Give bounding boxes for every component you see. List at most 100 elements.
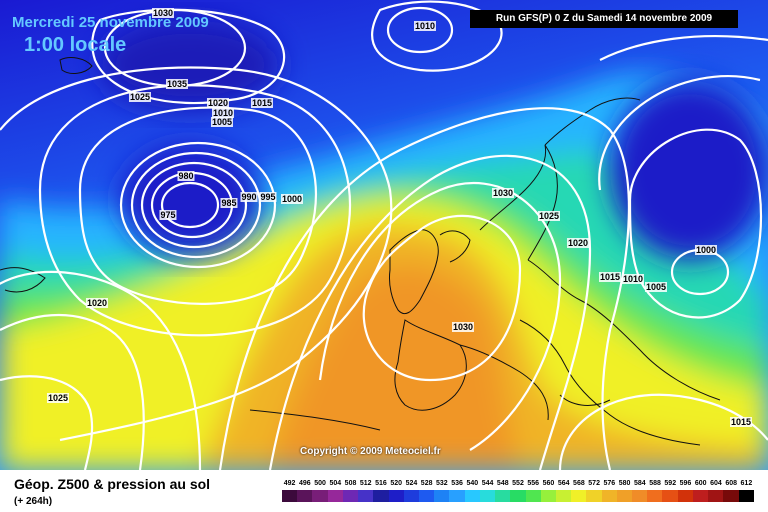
isobar-label: 980	[177, 171, 195, 181]
scale-value-label: 528	[420, 480, 433, 487]
scale-color-swatch	[601, 490, 617, 502]
copyright-notice: Copyright © 2009 Meteociel.fr	[300, 446, 441, 457]
scale-color-swatch	[723, 490, 739, 502]
scale-color-swatch	[312, 490, 328, 502]
isobar-label: 975	[159, 210, 177, 220]
color-scale-bar	[282, 490, 754, 502]
scale-color-swatch	[540, 490, 556, 502]
scale-color-swatch	[677, 490, 693, 502]
isobar-label: 985	[220, 198, 238, 208]
scale-value-label: 584	[633, 480, 646, 487]
model-run-info: Run GFS(P) 0 Z du Samedi 14 novembre 200…	[470, 10, 738, 28]
scale-value-label: 512	[359, 480, 372, 487]
isobar-label: 1010	[621, 274, 645, 284]
scale-value-label: 524	[405, 480, 418, 487]
scale-value-label: 516	[375, 480, 387, 487]
scale-value-label: 600	[694, 480, 707, 487]
scale-value-label: 544	[481, 480, 494, 487]
forecast-date: Mercredi 25 novembre 2009	[12, 14, 209, 31]
scale-color-swatch	[692, 490, 709, 502]
color-scale-labels: 492 496 500 504 508 512 516 520 524 528 532 536 540 5…	[282, 480, 754, 490]
isobar-label: 1020	[566, 238, 590, 248]
isobar-contours	[0, 0, 768, 470]
scale-value-label: 548	[496, 480, 509, 487]
scale-value-label: 496	[298, 480, 311, 487]
scale-value-label: 608	[725, 480, 737, 487]
scale-color-swatch	[495, 490, 511, 502]
scale-value-label: 492	[283, 480, 296, 487]
scale-color-swatch	[510, 490, 526, 502]
scale-color-swatch	[449, 490, 465, 502]
forecast-lead-time: (+ 264h)	[14, 496, 53, 507]
scale-value-label: 536	[451, 480, 463, 487]
scale-color-swatch	[616, 490, 633, 502]
scale-value-label: 508	[344, 480, 357, 487]
isobar-label: 1005	[210, 117, 234, 127]
scale-value-label: 504	[329, 480, 342, 487]
scale-color-swatch	[647, 490, 663, 502]
isobar-label: 1000	[280, 194, 304, 204]
scale-color-swatch	[418, 490, 435, 502]
scale-value-label: 576	[603, 480, 616, 487]
forecast-time: 1:00 locale	[24, 34, 127, 56]
coastlines	[0, 57, 721, 446]
isobar-label: 1030	[151, 8, 175, 18]
scale-color-swatch	[403, 490, 419, 502]
isobar-label: 1030	[451, 322, 475, 332]
scale-value-label: 572	[588, 480, 600, 487]
scale-color-swatch	[342, 490, 359, 502]
isobar-label: 1015	[250, 98, 274, 108]
scale-value-label: 580	[618, 480, 631, 487]
scale-color-swatch	[388, 490, 404, 502]
isobar-label: 1000	[694, 245, 718, 255]
scale-color-swatch	[282, 490, 298, 502]
legend-title: Géop. Z500 & pression au sol	[14, 476, 211, 492]
weather-map: 1030 1010 1035 1025 1020 1015 1010 1005 980 975 98…	[0, 0, 768, 470]
scale-color-swatch	[632, 490, 648, 502]
isobar-label: 1010	[413, 21, 437, 31]
scale-value-label: 604	[710, 480, 722, 487]
scale-color-swatch	[464, 490, 480, 502]
scale-value-label: 592	[664, 480, 677, 487]
scale-color-swatch	[662, 490, 678, 502]
scale-color-swatch	[571, 490, 587, 502]
scale-color-swatch	[373, 490, 389, 502]
isobar-label: 1015	[729, 417, 753, 427]
isobar-label: 1010	[211, 108, 235, 118]
isobar-label: 1020	[206, 98, 230, 108]
scale-color-swatch	[738, 490, 754, 502]
scale-value-label: 564	[557, 480, 570, 487]
scale-value-label: 568	[573, 480, 585, 487]
scale-value-label: 556	[527, 480, 540, 487]
isobar-label: 990	[240, 192, 258, 202]
isobar-label: 1025	[128, 92, 152, 102]
isobar-label: 1035	[165, 79, 189, 89]
scale-color-swatch	[708, 490, 724, 502]
isobar-label: 1025	[46, 393, 70, 403]
legend-panel: Géop. Z500 & pression au sol (+ 264h) 49…	[0, 470, 768, 512]
z500-color-field	[0, 0, 768, 470]
isobar-label: 1015	[598, 272, 622, 282]
geopotential-field-map	[0, 0, 768, 470]
scale-color-swatch	[525, 490, 541, 502]
scale-color-swatch	[586, 490, 602, 502]
isobar-label: 1025	[537, 211, 561, 221]
scale-color-swatch	[327, 490, 343, 502]
scale-value-label: 596	[679, 480, 692, 487]
scale-value-label: 500	[314, 480, 326, 487]
scale-value-label: 612	[740, 480, 753, 487]
isobar-label: 1020	[85, 298, 109, 308]
scale-value-label: 552	[512, 480, 524, 487]
isobar-label: 995	[259, 192, 277, 202]
scale-color-swatch	[479, 490, 496, 502]
scale-color-swatch	[297, 490, 313, 502]
scale-color-swatch	[434, 490, 450, 502]
scale-value-label: 540	[466, 480, 479, 487]
scale-value-label: 532	[436, 480, 448, 487]
scale-color-swatch	[555, 490, 572, 502]
scale-value-label: 560	[542, 480, 555, 487]
isobar-label: 1005	[644, 282, 668, 292]
scale-color-swatch	[358, 490, 374, 502]
scale-value-label: 520	[390, 480, 403, 487]
scale-value-label: 588	[649, 480, 661, 487]
